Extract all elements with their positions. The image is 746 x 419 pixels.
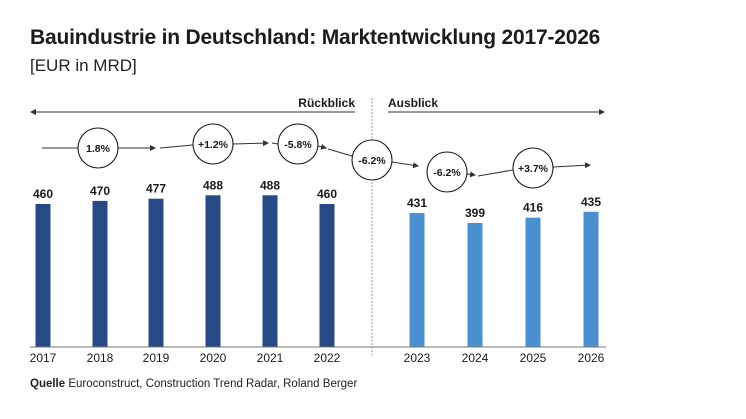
- trend-connector: [327, 148, 353, 157]
- x-tick-2023: 2023: [404, 351, 431, 365]
- x-tick-2025: 2025: [520, 351, 547, 365]
- growth-label: +1.2%: [198, 139, 229, 151]
- trend-connector: [391, 161, 419, 169]
- data-label-2022: 460: [317, 187, 337, 201]
- growth-bubble: 1.8%: [77, 127, 119, 169]
- x-tick-2019: 2019: [143, 351, 170, 365]
- data-label-2024: 399: [465, 206, 485, 220]
- x-tick-2026: 2026: [578, 351, 605, 365]
- bars: 460 470 477 488 488 460 431 399 416 435: [33, 178, 601, 347]
- growth-circle: [277, 123, 319, 165]
- growth-circle: [351, 139, 393, 181]
- bar-2019: [148, 198, 164, 347]
- bar-2018: [92, 200, 108, 347]
- x-tick-2017: 2017: [30, 351, 57, 365]
- data-label-2026: 435: [581, 195, 601, 209]
- trend-connector: [317, 143, 327, 150]
- trend-connector: [552, 162, 591, 169]
- bar-2025: [525, 217, 541, 347]
- growth-label: -6.2%: [358, 155, 386, 167]
- data-label-2017: 460: [33, 187, 53, 201]
- growth-bubble: +3.7%: [512, 147, 554, 189]
- growth-circle: [77, 127, 119, 169]
- x-tick-2021: 2021: [257, 351, 284, 365]
- bar-2026: [583, 211, 599, 347]
- x-tick-2024: 2024: [462, 351, 489, 365]
- bar-2024: [467, 222, 483, 347]
- data-label-2020: 488: [203, 178, 223, 192]
- x-tick-labels: 2017 2018 2019 2020 2021 2022 2023 2024 2025 2026: [30, 351, 605, 365]
- chart-subtitle: [EUR in MRD]: [30, 56, 137, 75]
- trend-connector: [232, 140, 269, 147]
- growth-bubble: +1.2%: [192, 123, 234, 165]
- growth-bubble: -6.2%: [426, 151, 468, 193]
- source-note: Quelle Euroconstruct, Construction Trend…: [30, 378, 357, 390]
- data-label-2021: 488: [260, 178, 280, 192]
- bar-2023: [409, 213, 425, 347]
- data-label-2023: 431: [407, 196, 427, 210]
- bar-2021: [262, 195, 278, 347]
- bar-2022: [319, 204, 335, 347]
- trend-connector: [466, 171, 476, 178]
- bar-2020: [205, 195, 221, 347]
- data-label-2025: 416: [523, 201, 543, 215]
- growth-trend: 1.8% +1.2% -5.8% -6.2% -6.2% +3.7%: [42, 123, 591, 193]
- trend-connector: [159, 144, 194, 149]
- growth-circle: [426, 151, 468, 193]
- trend-connector: [477, 169, 514, 177]
- growth-bubble: -5.8%: [277, 123, 319, 165]
- growth-label: -5.8%: [284, 139, 312, 151]
- growth-label: +3.7%: [518, 163, 549, 175]
- x-tick-2020: 2020: [200, 351, 227, 365]
- source-text: Euroconstruct, Construction Trend Radar,…: [68, 378, 358, 390]
- growth-label: 1.8%: [86, 143, 111, 155]
- data-label-2019: 477: [146, 182, 166, 196]
- section-label-rueckblick: Rückblick: [298, 96, 355, 110]
- chart-title: Bauindustrie in Deutschland: Marktentwic…: [30, 26, 601, 49]
- growth-bubble: -6.2%: [351, 139, 393, 181]
- section-label-ausblick: Ausblick: [388, 96, 438, 110]
- growth-circle: [192, 123, 234, 165]
- source-label: Quelle: [30, 378, 66, 390]
- bar-2017: [35, 204, 51, 347]
- trend-connector: [271, 142, 279, 145]
- growth-label: -6.2%: [433, 167, 461, 179]
- data-label-2018: 470: [90, 184, 110, 198]
- x-tick-2018: 2018: [87, 351, 114, 365]
- growth-circle: [512, 147, 554, 189]
- x-tick-2022: 2022: [314, 351, 341, 365]
